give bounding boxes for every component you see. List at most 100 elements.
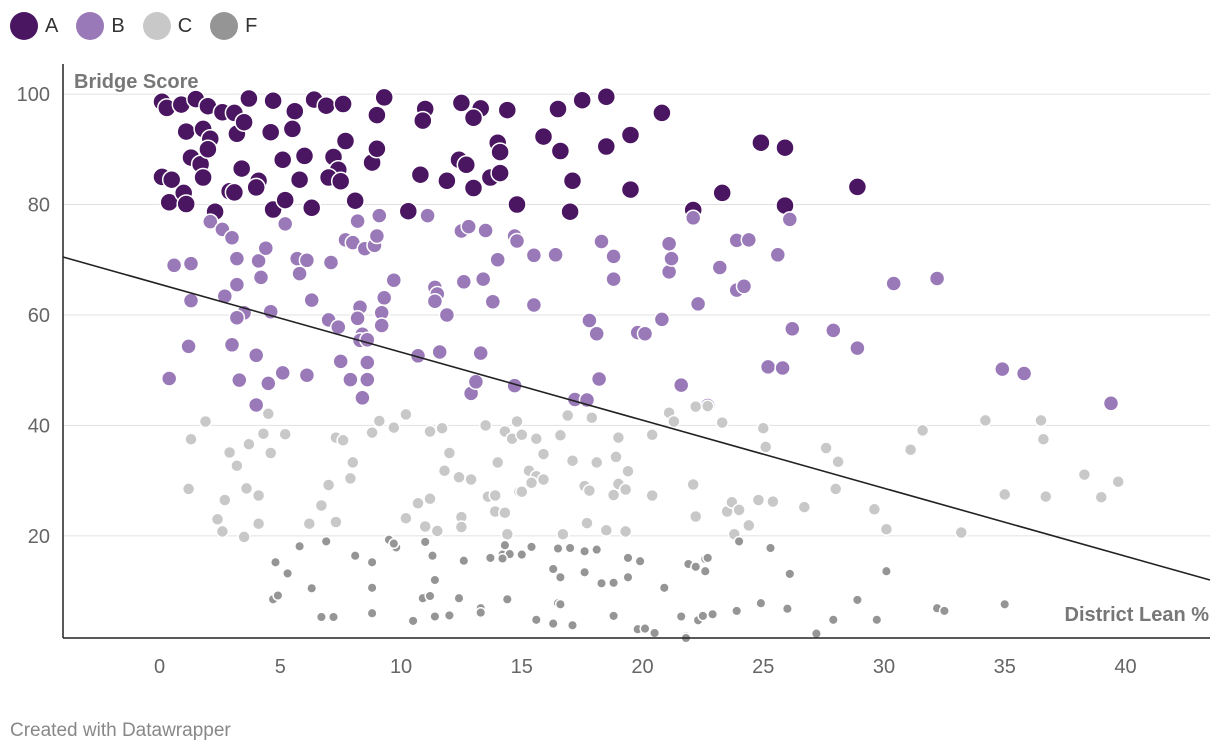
point-a[interactable]: [335, 131, 356, 151]
point-b[interactable]: [1102, 395, 1120, 412]
point-a[interactable]: [333, 94, 353, 114]
point-b[interactable]: [672, 376, 690, 394]
point-c[interactable]: [437, 463, 452, 478]
point-c[interactable]: [529, 431, 544, 446]
point-f[interactable]: [499, 539, 511, 551]
point-c[interactable]: [556, 527, 570, 541]
point-a[interactable]: [490, 142, 510, 162]
point-a[interactable]: [533, 126, 554, 147]
legend-item-a[interactable]: A: [10, 12, 58, 40]
point-b[interactable]: [525, 296, 543, 314]
point-c[interactable]: [903, 442, 918, 457]
point-a[interactable]: [572, 90, 592, 110]
point-b[interactable]: [373, 317, 390, 334]
point-c[interactable]: [346, 455, 360, 470]
point-a[interactable]: [231, 158, 252, 179]
point-c[interactable]: [756, 421, 771, 435]
point-a[interactable]: [193, 167, 213, 188]
point-b[interactable]: [484, 293, 502, 310]
point-b[interactable]: [636, 325, 654, 342]
point-b[interactable]: [359, 371, 376, 388]
point-c[interactable]: [536, 447, 551, 461]
point-a[interactable]: [398, 201, 419, 221]
point-c[interactable]: [828, 482, 843, 496]
point-a[interactable]: [490, 163, 510, 183]
point-a[interactable]: [463, 178, 484, 198]
point-a[interactable]: [560, 201, 580, 222]
point-c[interactable]: [418, 519, 432, 534]
point-a[interactable]: [550, 141, 571, 161]
point-c[interactable]: [1111, 474, 1125, 489]
point-a[interactable]: [282, 119, 303, 139]
point-c[interactable]: [222, 445, 237, 460]
point-f[interactable]: [426, 550, 439, 562]
point-f[interactable]: [429, 574, 441, 586]
point-b[interactable]: [663, 250, 680, 267]
point-c[interactable]: [536, 472, 551, 487]
point-c[interactable]: [553, 428, 568, 443]
point-b[interactable]: [885, 275, 902, 292]
point-b[interactable]: [160, 370, 178, 387]
point-a[interactable]: [620, 179, 641, 200]
point-f[interactable]: [784, 568, 796, 580]
point-f[interactable]: [622, 571, 634, 583]
point-c[interactable]: [184, 432, 198, 446]
point-c[interactable]: [430, 524, 445, 538]
point-a[interactable]: [285, 101, 305, 121]
point-f[interactable]: [547, 618, 559, 630]
point-a[interactable]: [562, 171, 583, 191]
point-b[interactable]: [438, 306, 456, 324]
legend-item-b[interactable]: B: [76, 12, 125, 40]
point-c[interactable]: [218, 493, 232, 507]
point-a[interactable]: [620, 125, 641, 145]
point-a[interactable]: [847, 177, 868, 197]
point-a[interactable]: [289, 169, 310, 190]
point-f[interactable]: [484, 552, 496, 564]
point-c[interactable]: [867, 502, 882, 517]
point-c[interactable]: [454, 520, 469, 534]
point-a[interactable]: [224, 182, 245, 203]
point-a[interactable]: [246, 177, 266, 198]
point-c[interactable]: [797, 500, 812, 514]
point-f[interactable]: [366, 556, 378, 568]
point-c[interactable]: [515, 428, 529, 442]
point-a[interactable]: [374, 87, 394, 108]
point-b[interactable]: [291, 265, 308, 282]
point-c[interactable]: [1077, 467, 1092, 482]
point-b[interactable]: [359, 331, 376, 349]
point-c[interactable]: [1039, 489, 1053, 504]
point-c[interactable]: [452, 470, 466, 485]
point-c[interactable]: [498, 505, 512, 520]
point-b[interactable]: [711, 259, 729, 276]
point-f[interactable]: [366, 582, 378, 594]
point-f[interactable]: [608, 610, 620, 622]
point-c[interactable]: [515, 484, 529, 499]
point-b[interactable]: [228, 276, 246, 293]
point-b[interactable]: [467, 373, 485, 391]
point-c[interactable]: [239, 481, 254, 496]
point-b[interactable]: [216, 287, 234, 305]
point-b[interactable]: [784, 320, 801, 338]
point-b[interactable]: [508, 232, 526, 250]
point-b[interactable]: [419, 207, 436, 224]
point-c[interactable]: [411, 496, 425, 511]
point-b[interactable]: [759, 358, 777, 376]
point-c[interactable]: [442, 446, 457, 460]
point-f[interactable]: [871, 614, 883, 626]
point-c[interactable]: [490, 455, 505, 470]
point-c[interactable]: [343, 471, 358, 486]
point-a[interactable]: [161, 169, 182, 190]
point-f[interactable]: [731, 605, 743, 617]
point-c[interactable]: [435, 421, 449, 435]
point-b[interactable]: [274, 364, 291, 382]
point-a[interactable]: [330, 171, 351, 192]
point-f[interactable]: [496, 552, 509, 565]
point-f[interactable]: [272, 589, 284, 602]
point-c[interactable]: [978, 413, 993, 428]
point-b[interactable]: [298, 252, 316, 269]
point-c[interactable]: [560, 408, 575, 423]
point-b[interactable]: [653, 311, 671, 328]
point-c[interactable]: [585, 410, 599, 425]
point-a[interactable]: [260, 122, 281, 142]
point-f[interactable]: [320, 535, 332, 547]
